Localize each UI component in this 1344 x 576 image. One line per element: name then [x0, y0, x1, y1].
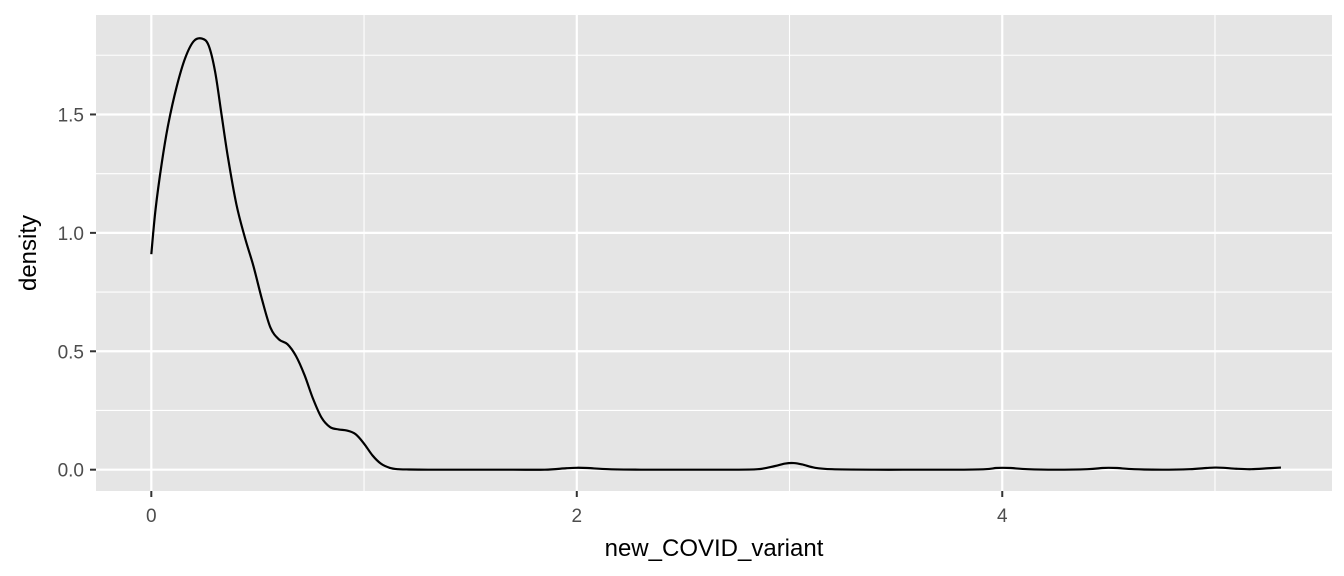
- y-axis-title: density: [15, 215, 42, 291]
- y-tick-label: 0.0: [58, 461, 84, 482]
- x-tick-label: 0: [146, 506, 157, 527]
- y-axis: 0.0 0.5 1.0 1.5: [58, 105, 96, 482]
- x-axis-title: new_COVID_variant: [605, 535, 824, 562]
- x-tick-label: 4: [997, 506, 1008, 527]
- y-tick-label: 1.0: [58, 224, 84, 245]
- x-axis: 0 2 4: [146, 491, 1008, 527]
- y-tick-label: 1.5: [58, 105, 84, 126]
- y-tick-label: 0.5: [58, 342, 84, 363]
- density-curve: [150, 37, 1281, 471]
- plot-panel: [96, 15, 1332, 491]
- minor-gridlines: [96, 15, 1332, 491]
- x-tick-label: 2: [571, 506, 582, 527]
